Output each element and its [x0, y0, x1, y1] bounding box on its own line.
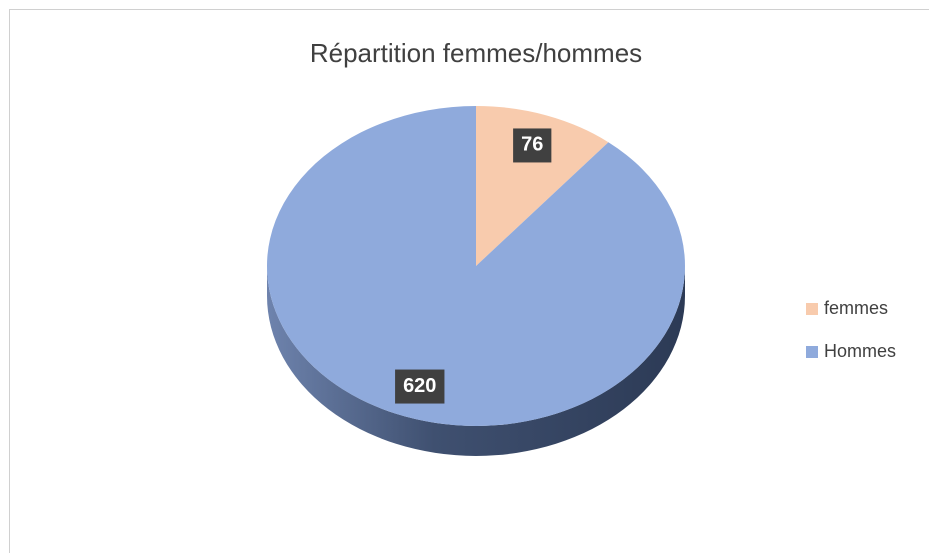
pie-slice — [476, 106, 609, 266]
legend-swatch — [806, 346, 818, 358]
data-label: 76 — [521, 134, 543, 156]
pie-slice — [266, 106, 685, 426]
pie-side — [267, 266, 685, 456]
legend-label: femmes — [824, 298, 888, 318]
legend-label: Hommes — [824, 341, 896, 361]
data-label-box — [395, 369, 445, 404]
data-label-box — [513, 128, 552, 163]
legend-swatch — [806, 303, 818, 315]
data-label: 620 — [403, 375, 436, 397]
chart-title: Répartition femmes/hommes — [310, 38, 642, 68]
